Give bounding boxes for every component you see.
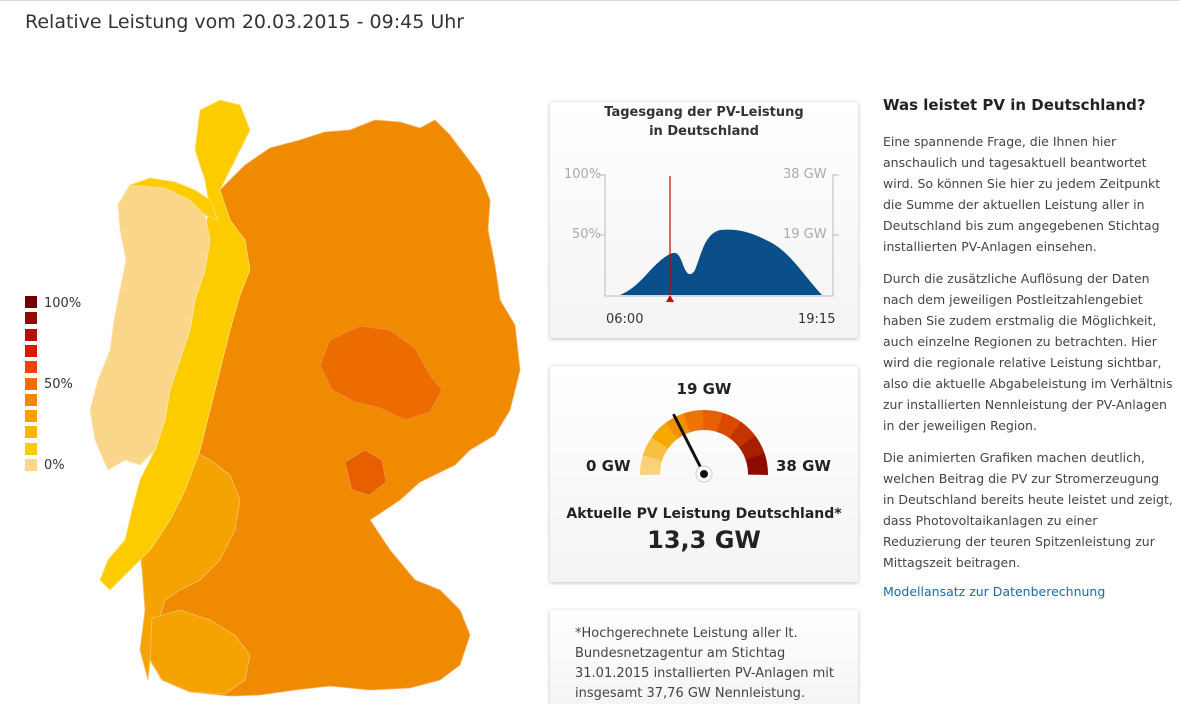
legend-label-top: 100% xyxy=(44,296,82,311)
page-title: Relative Leistung vom 20.03.2015 - 09:45… xyxy=(25,11,465,33)
map-region-west[interactable] xyxy=(89,184,211,471)
gauge-mid-label: 19 GW xyxy=(676,380,732,398)
legend-label-mid: 50% xyxy=(44,377,73,392)
map-region-northwest[interactable] xyxy=(117,177,219,221)
chart-title: Tagesgang der PV-Leistung in Deutschland xyxy=(604,105,804,139)
gauge-caption: Aktuelle PV Leistung Deutschland* xyxy=(566,506,842,522)
power-gauge xyxy=(640,410,768,483)
model-approach-link[interactable]: Modellansatz zur Datenberechnung xyxy=(883,584,1106,599)
legend-swatch xyxy=(25,296,37,308)
gauge-needle xyxy=(672,413,706,476)
gauge-segment xyxy=(729,421,757,449)
footnote-text: *Hochgerechnete Leistung aller lt. Bunde… xyxy=(575,626,834,701)
legend-swatch xyxy=(25,393,37,406)
x-tick-end: 19:15 xyxy=(798,312,836,327)
gauge-segment xyxy=(716,412,743,439)
map-region-central-dark[interactable] xyxy=(319,325,443,421)
y-tick-right-top: 38 GW xyxy=(783,167,827,182)
gauge-segment xyxy=(683,410,705,433)
sidebar-paragraph-2: Durch die zusätzliche Auflösung der Date… xyxy=(883,271,1173,433)
legend-swatch xyxy=(25,312,37,325)
gauge-hub-center xyxy=(700,470,708,478)
map-region-south-edge[interactable] xyxy=(149,609,251,695)
footnote-card: *Hochgerechnete Leistung aller lt. Bunde… xyxy=(550,610,858,704)
info-sidebar: Was leistet PV in Deutschland? Eine span… xyxy=(883,96,1173,599)
sidebar-paragraph-3: Die animierten Grafiken machen deutlich,… xyxy=(883,450,1173,570)
y-tick-left-mid: 50% xyxy=(572,227,601,242)
legend-swatch xyxy=(25,410,37,423)
daily-output-chart-card: Tagesgang der PV-Leistung in Deutschland… xyxy=(550,102,858,338)
top-divider xyxy=(0,0,1180,1)
legend-swatch xyxy=(25,328,37,341)
sidebar-paragraph-1: Eine spannende Frage, die Ihnen hier ans… xyxy=(883,134,1161,254)
legend-swatch xyxy=(25,344,37,357)
legend-swatch xyxy=(25,459,37,471)
map-region-east-dark[interactable] xyxy=(344,449,387,496)
y-tick-right-mid: 19 GW xyxy=(783,227,827,242)
y-tick-left-top: 100% xyxy=(564,167,602,182)
gauge-segment xyxy=(739,435,766,462)
gauge-segment xyxy=(642,435,669,462)
legend-label-bottom: 0% xyxy=(44,458,65,473)
current-output-gauge-card: 19 GW 0 GW 38 GW Aktuelle PV Leistung De… xyxy=(550,366,858,582)
legend-swatch xyxy=(25,442,37,455)
gauge-min-label: 0 GW xyxy=(586,457,631,475)
gauge-max-label: 38 GW xyxy=(776,457,831,475)
gauge-segment xyxy=(745,453,768,475)
gauge-value: 13,3 GW xyxy=(647,526,761,554)
legend-swatch xyxy=(25,377,37,390)
legend-swatch xyxy=(25,361,37,374)
x-tick-start: 06:00 xyxy=(606,312,644,327)
daily-output-chart xyxy=(599,174,839,302)
legend-swatch xyxy=(25,426,37,439)
sidebar-title: Was leistet PV in Deutschland? xyxy=(883,96,1146,114)
germany-region-map xyxy=(89,99,521,697)
gauge-segment xyxy=(651,421,679,449)
chart-time-marker-arrow xyxy=(666,295,674,302)
